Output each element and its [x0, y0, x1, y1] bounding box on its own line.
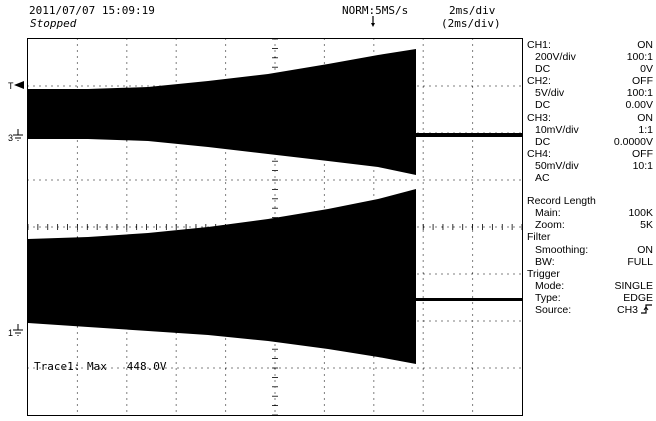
ch1-vdiv: 200V/div [535, 51, 576, 64]
trigger-mode-label: Mode: [535, 279, 565, 292]
smoothing-label: Smoothing: [535, 243, 589, 256]
ch3-label: CH3: [527, 111, 551, 124]
rising-edge-icon [641, 304, 652, 314]
ch1-flat-trace [416, 298, 522, 301]
trigger-mode-value: SINGLE [614, 279, 653, 292]
ch4-label: CH4: [527, 147, 551, 160]
ch4-vdiv: 50mV/div [535, 159, 579, 172]
waveform-svg [28, 39, 522, 415]
trace-max-readout: Trace1: Max 448.0V [34, 360, 166, 373]
record-length-block[interactable]: Record Length Main: 100K Zoom: 5K [527, 195, 653, 231]
ch3-probe: 1:1 [638, 123, 653, 136]
bandwidth-label: BW: [535, 255, 555, 268]
traces [28, 49, 522, 364]
acquisition-status: Stopped [30, 17, 77, 30]
ch1-offset: 0V [640, 63, 653, 76]
ch4-probe: 10:1 [632, 159, 653, 172]
record-zoom-label: Zoom: [535, 219, 565, 232]
settings-panel: CH1: ON 200V/div 100:1 DC 0V CH2: OFF 5V/div… [527, 39, 653, 316]
ch2-probe: 100:1 [626, 87, 653, 100]
ch1-envelope [28, 189, 416, 364]
trigger-title: Trigger [527, 267, 560, 280]
ch3-state: ON [637, 111, 653, 124]
ch4-coupling: AC [535, 172, 550, 185]
ch3-envelope [28, 49, 416, 175]
record-length-title: Record Length [527, 195, 596, 208]
trigger-type-label: Type: [535, 291, 561, 304]
ch1-probe: 100:1 [626, 51, 653, 64]
ch1-label: CH1: [527, 39, 551, 51]
waveform-display[interactable] [27, 38, 523, 416]
ch1-ground-marker: 1 [8, 324, 24, 338]
zoom-time-per-division: (2ms/div) [441, 17, 501, 30]
readout-label: Trace1: Max [34, 360, 107, 373]
trigger-source-value: CH3 [616, 303, 638, 316]
ch2-offset: 0.00V [625, 99, 653, 112]
ch3-block[interactable]: CH3: ON 10mV/div 1:1 DC 0.0000V [527, 112, 653, 148]
record-main-label: Main: [535, 207, 561, 220]
filter-title: Filter [527, 231, 551, 244]
bandwidth-value: FULL [627, 255, 653, 268]
ch1-state: ON [637, 39, 653, 51]
timestamp: 2011/07/07 15:09:19 [29, 4, 155, 17]
ch4-state: OFF [632, 147, 653, 160]
ch3-coupling: DC [535, 135, 551, 148]
ch1-block[interactable]: CH1: ON 200V/div 100:1 DC 0V [527, 39, 653, 75]
sample-rate-mode: NORM:5MS/s [342, 4, 409, 17]
ch3-ground-marker: 3 [8, 129, 24, 143]
readout-value: 448.0V [126, 360, 167, 373]
smoothing-value: ON [637, 243, 653, 256]
ch3-vdiv: 10mV/div [535, 123, 579, 136]
ch2-label: CH2: [527, 75, 551, 88]
trigger-type-value: EDGE [623, 291, 653, 304]
ch2-state: OFF [632, 75, 653, 88]
ch2-coupling: DC [535, 99, 551, 112]
trigger-level-marker: T [8, 81, 24, 91]
ch4-block[interactable]: CH4: OFF 50mV/div 10:1 AC [527, 148, 653, 184]
ch2-vdiv: 5V/div [535, 87, 565, 100]
record-zoom-value: 5K [640, 219, 653, 232]
ch1-coupling: DC [535, 63, 551, 76]
trigger-source-label: Source: [535, 303, 572, 316]
ch3-flat-trace [416, 133, 522, 137]
record-main-value: 100K [628, 207, 653, 220]
filter-block[interactable]: Filter Smoothing: ON BW: FULL [527, 231, 653, 267]
trigger-position-icon [370, 16, 380, 31]
time-per-division: 2ms/div [449, 4, 496, 17]
ch3-offset: 0.0000V [613, 135, 653, 148]
trigger-block[interactable]: Trigger Mode: SINGLE Type: EDGE Source: CH3 [527, 268, 653, 316]
ch2-block[interactable]: CH2: OFF 5V/div 100:1 DC 0.00V [527, 75, 653, 111]
